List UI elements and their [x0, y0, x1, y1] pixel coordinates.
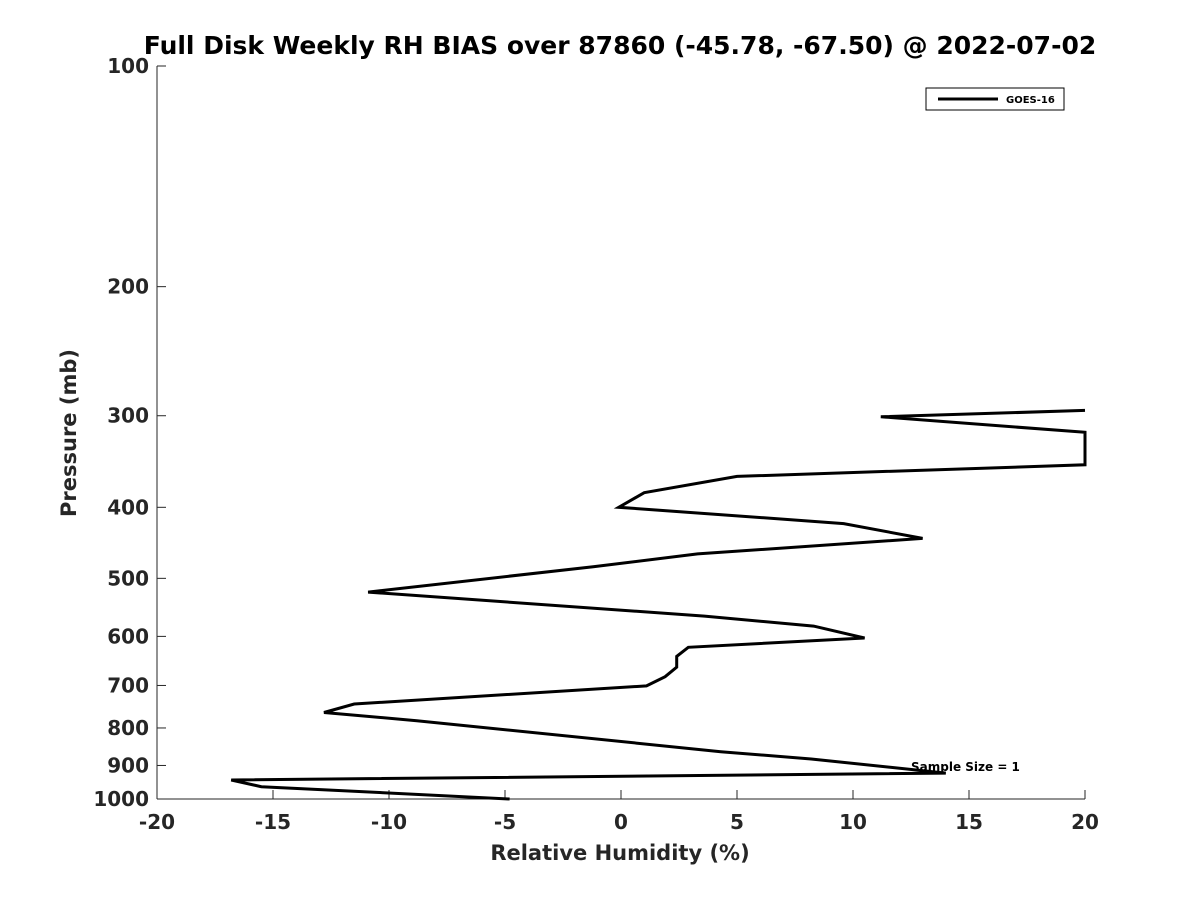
axes	[156, 66, 1085, 800]
y-tick-label: 200	[107, 275, 149, 299]
x-tick-label: 10	[839, 810, 867, 834]
x-axis-ticks: -20 -15 -10 -5 0 5 10 15 20	[139, 790, 1099, 834]
y-axis-label: Pressure (mb)	[57, 349, 81, 517]
y-tick-label: 900	[107, 753, 149, 777]
y-tick-label: 700	[107, 673, 149, 697]
y-axis-ticks: 100 200 300 400 500 600 700 800 900 1000	[93, 54, 166, 811]
x-tick-label: 0	[614, 810, 628, 834]
x-tick-label: 15	[955, 810, 983, 834]
y-tick-label: 100	[107, 54, 149, 78]
x-tick-label: -10	[371, 810, 407, 834]
y-tick-label: 400	[107, 495, 149, 519]
x-tick-label: -5	[494, 810, 516, 834]
x-tick-label: 5	[730, 810, 744, 834]
x-tick-label: 20	[1071, 810, 1099, 834]
x-axis-label: Relative Humidity (%)	[490, 841, 749, 865]
y-tick-label: 500	[107, 566, 149, 590]
sample-size-annotation: Sample Size = 1	[911, 760, 1020, 774]
y-tick-label: 300	[107, 404, 149, 428]
y-tick-label: 600	[107, 624, 149, 648]
y-tick-label: 800	[107, 716, 149, 740]
legend: GOES-16	[925, 87, 1065, 111]
chart-title: Full Disk Weekly RH BIAS over 87860 (-45…	[144, 31, 1097, 60]
x-tick-label: -20	[139, 810, 175, 834]
legend-label-goes-16: GOES-16	[1006, 95, 1055, 106]
series-group	[230, 408, 1087, 801]
y-tick-label: 1000	[93, 787, 149, 811]
x-tick-label: -15	[255, 810, 291, 834]
series-line-goes-16	[230, 408, 1087, 801]
